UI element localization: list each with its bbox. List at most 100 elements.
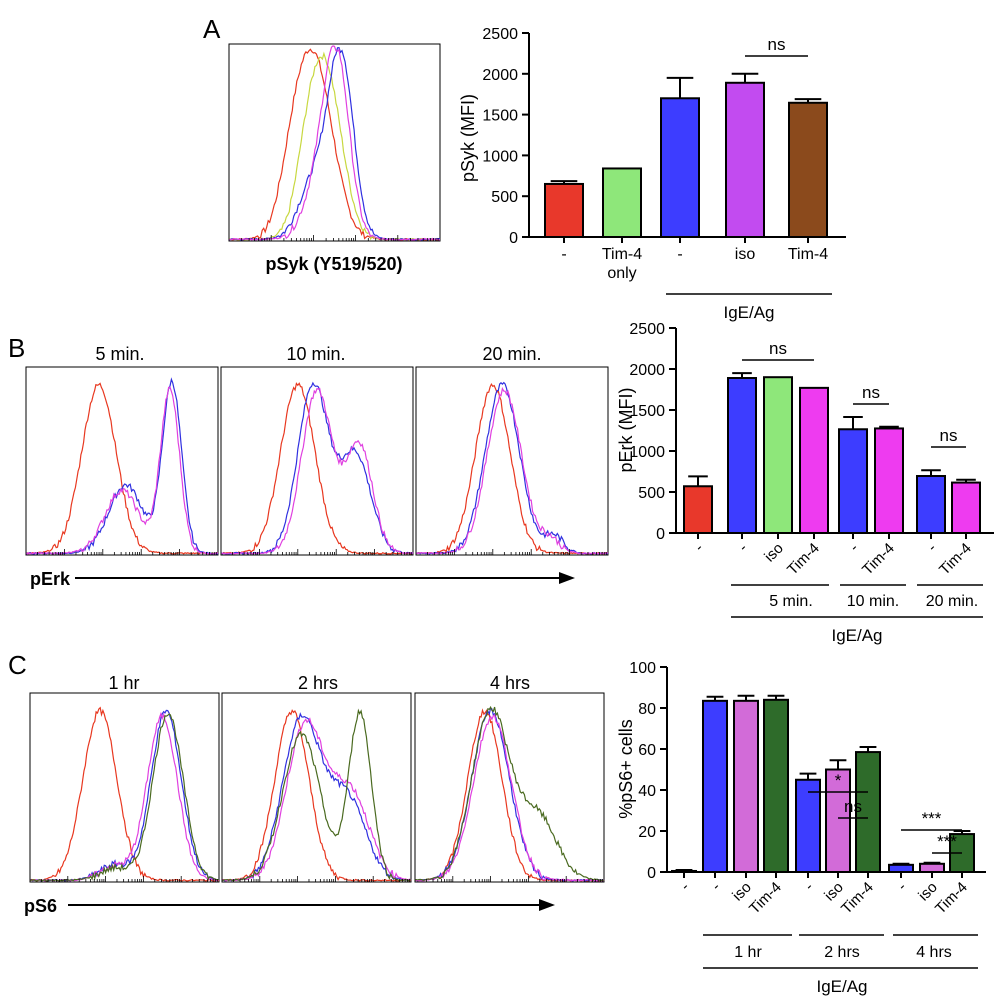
y-tick-label: 0 [647, 865, 656, 882]
y-tick-label: 1500 [629, 403, 665, 420]
y-tick-label: 20 [638, 824, 656, 841]
x-tick-label: - [708, 879, 724, 895]
time-label-10min: 10 min. [847, 593, 899, 610]
bar [727, 377, 757, 534]
bar [702, 699, 728, 874]
bar [763, 698, 789, 873]
x-tick-label: - [691, 540, 707, 556]
significance-label: ns [862, 383, 880, 402]
significance-label: ns [769, 339, 787, 358]
x-tick-label: - [677, 246, 682, 263]
y-tick-label: 0 [509, 230, 518, 247]
histogram-curve [220, 382, 414, 555]
time-label-5min: 5 min. [769, 593, 813, 610]
y-tick-label: 2000 [482, 67, 518, 84]
histogram-frame [221, 692, 412, 883]
significance-label: ns [940, 426, 958, 445]
histogram-curve [221, 708, 412, 882]
y-axis-label: pSyk (MFI) [458, 94, 478, 182]
y-tick-label: 2500 [629, 321, 665, 338]
panel-a-bar-chart: pSyk (MFI) 0 500 1000 1500 2000 2500 - Tim-4 onl… [458, 26, 846, 322]
group-label: IgE/Ag [816, 977, 867, 996]
significance-label: ns [844, 797, 862, 816]
y-tick-label: 100 [629, 660, 656, 677]
time-label-2hrs: 2 hrs [824, 944, 860, 961]
time-label-1hr: 1 hr [734, 944, 762, 961]
histogram-curve [228, 45, 441, 241]
bar [660, 97, 700, 238]
y-tick-label: 2000 [629, 362, 665, 379]
x-tick-label: Tim-4 [859, 540, 898, 579]
histogram-frame [220, 366, 414, 556]
group-label: IgE/Ag [723, 303, 774, 322]
time-label-20min: 20 min. [926, 593, 978, 610]
histogram-frame [228, 43, 441, 242]
bar [855, 751, 881, 874]
histogram-title-5min: 5 min. [95, 344, 144, 364]
panel-label-b: B [8, 333, 25, 363]
histogram-x-label: pSyk (Y519/520) [265, 254, 402, 274]
panel-c-histograms: 1 hr 2 hrs 4 hrs pS6 [24, 673, 605, 916]
x-tick-label: Tim-4 [746, 879, 785, 918]
x-tick-label: - [735, 540, 751, 556]
bar [725, 81, 765, 238]
x-tick-label: Tim-4 [784, 540, 823, 579]
histogram-x-label: pErk [30, 569, 71, 589]
x-tick-label: iso [735, 246, 756, 263]
bar [799, 386, 829, 534]
histogram-x-label: pS6 [24, 896, 57, 916]
bar [671, 869, 697, 873]
x-tick-label: - [561, 246, 566, 263]
arrow-head-icon [559, 572, 575, 584]
y-tick-label: 500 [638, 485, 665, 502]
y-tick-label: 1500 [482, 108, 518, 125]
x-tick-label: - [801, 879, 817, 895]
histogram-curve [415, 381, 609, 555]
histogram-curve [414, 705, 605, 882]
panel-a-histogram: pSyk (Y519/520) [228, 43, 441, 274]
histogram-curves [228, 45, 441, 241]
arrow-head-icon [539, 899, 555, 911]
histogram-curves [25, 377, 609, 555]
bar [602, 167, 642, 238]
significance-label: *** [922, 809, 942, 828]
y-axis-label: %pS6+ cells [616, 719, 636, 819]
y-axis-label: pErk (MFI) [616, 388, 636, 473]
y-tick-label: 40 [638, 783, 656, 800]
histogram-curve [25, 386, 219, 555]
histogram-title-1hr: 1 hr [108, 673, 139, 693]
histogram-curve [29, 711, 220, 882]
histogram-frame [414, 692, 605, 883]
x-tick-label: iso [761, 540, 787, 566]
x-tick-label: Tim-4 [838, 879, 877, 918]
group-label: IgE/Ag [831, 626, 882, 645]
x-tick-label: Tim-4 only [602, 246, 642, 282]
histogram-curve [414, 706, 605, 882]
bar [733, 699, 759, 874]
y-tick-label: 60 [638, 742, 656, 759]
histogram-frame [25, 366, 219, 556]
histogram-ticks [25, 549, 607, 555]
bar [919, 862, 945, 873]
histogram-curve [220, 387, 414, 555]
y-tick-label: 2500 [482, 26, 518, 43]
bar [788, 101, 828, 238]
significance-label: *** [937, 832, 957, 851]
x-tick-label: - [846, 540, 862, 556]
bar [874, 427, 904, 535]
histogram-ticks [228, 235, 439, 241]
histogram-curves [29, 705, 605, 882]
histogram-frame [29, 692, 220, 883]
x-tick-label: - [924, 540, 940, 556]
histogram-title-10min: 10 min. [286, 344, 345, 364]
bar-series: 0 500 1000 1500 2000 2500 - Tim-4 only - iso Tim-4 n… [482, 26, 846, 282]
x-tick-label: - [894, 879, 910, 895]
y-tick-label: 1000 [629, 444, 665, 461]
histogram-ticks [29, 876, 603, 882]
y-tick-label: 1000 [482, 148, 518, 165]
bar [916, 475, 946, 535]
bar [544, 182, 584, 239]
